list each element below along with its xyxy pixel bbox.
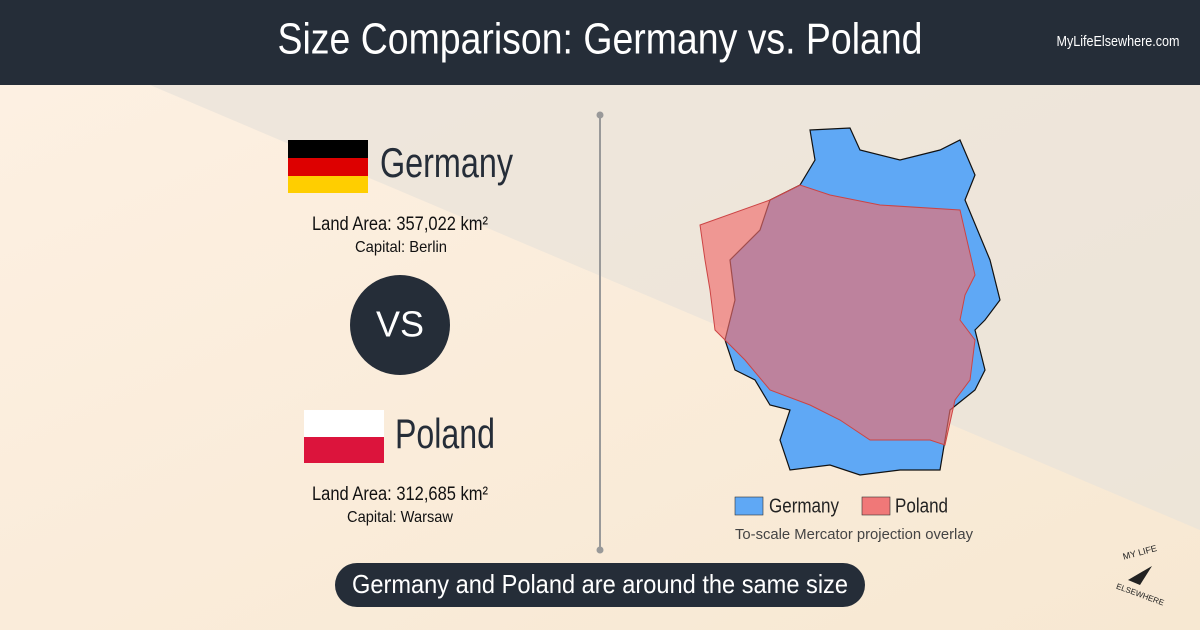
vs-badge xyxy=(350,275,450,375)
vs-text: VS xyxy=(376,304,424,345)
flag-stripe xyxy=(288,176,368,193)
divider-dot xyxy=(596,546,604,554)
logo-plane xyxy=(1128,566,1152,585)
divider-dot xyxy=(596,111,604,119)
land-area: Land Area: 357,022 km² xyxy=(312,214,488,235)
map-caption: To-scale Mercator projection overlay xyxy=(735,526,973,543)
flag-stripe xyxy=(304,437,384,463)
summary: Germany and Poland are around the same s… xyxy=(352,569,848,599)
land-area: Land Area: 312,685 km² xyxy=(312,484,488,505)
site-name: MyLifeElsewhere.com xyxy=(1057,33,1180,50)
title: Size Comparison: Germany vs. Poland xyxy=(278,15,923,64)
legend-swatch xyxy=(861,496,891,516)
flag-stripe xyxy=(288,140,368,158)
legend-swatch xyxy=(734,496,764,516)
flag-stripe xyxy=(288,158,368,176)
summary-pill xyxy=(335,563,865,607)
country-name: Germany xyxy=(380,139,513,186)
flag-stripe xyxy=(304,410,384,437)
poland-shape xyxy=(699,184,976,446)
legend-label: Poland xyxy=(895,495,948,517)
capital: Capital: Berlin xyxy=(355,239,447,256)
country-name: Poland xyxy=(395,410,495,457)
capital: Capital: Warsaw xyxy=(347,509,453,526)
header-bar xyxy=(0,0,1200,85)
legend-label: Germany xyxy=(769,495,839,517)
